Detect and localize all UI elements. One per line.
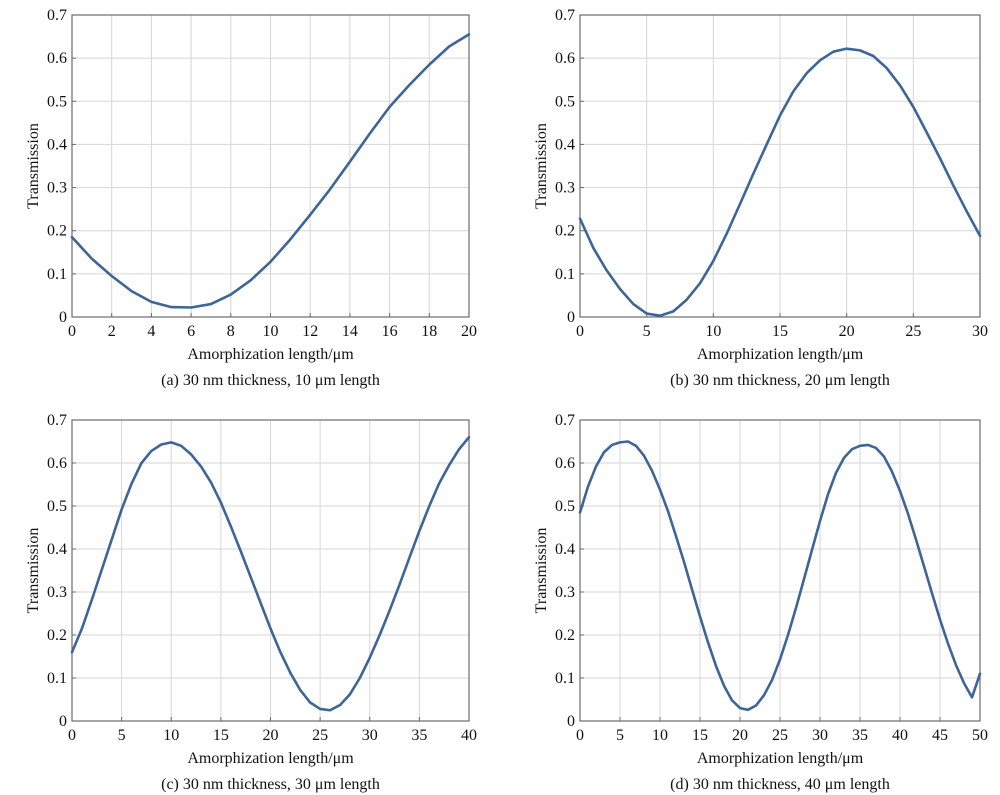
y-tick-label: 0.1 xyxy=(47,266,67,283)
x-tick-label: 16 xyxy=(382,323,398,340)
x-axis-label: Amorphization length/μm xyxy=(187,346,354,363)
y-tick-label: 0.1 xyxy=(555,266,575,283)
panel-a: 0 2 4 6 8 10 12 14 16 18 20 0 0.1 0.2 0.3 0.4 0.5 0.6 0.7 A… xyxy=(25,7,477,389)
y-tick-label: 0 xyxy=(567,309,575,326)
x-tick-label: 20 xyxy=(461,323,477,340)
y-axis-label: Transmission xyxy=(25,123,42,209)
y-tick-label: 0.6 xyxy=(47,50,67,67)
x-tick-label: 25 xyxy=(312,727,328,744)
y-tick-label: 0.6 xyxy=(47,455,67,472)
x-tick-label: 25 xyxy=(772,727,788,744)
x-tick-label: 10 xyxy=(263,323,279,340)
x-tick-label: 12 xyxy=(302,323,318,340)
panel-c: 0 5 10 15 20 25 30 35 40 0 0.1 0.2 0.3 0.4 0.5 0.6 0.7 Am… xyxy=(25,412,477,793)
y-tick-label: 0.3 xyxy=(555,180,575,197)
y-tick-label: 0.5 xyxy=(47,498,67,515)
panel-d: 0 5 10 15 20 25 30 35 40 45 50 0 0.1 0.2 0.3 0.4 0.5 0.6 0… xyxy=(533,412,988,793)
y-axis-label: Transmission xyxy=(533,528,550,614)
y-tick-label: 0 xyxy=(59,713,67,730)
y-tick-label: 0.1 xyxy=(555,670,575,687)
y-tick-label: 0.4 xyxy=(555,541,575,558)
x-tick-label: 4 xyxy=(147,323,155,340)
y-tick-label: 0.7 xyxy=(555,7,575,24)
x-tick-label: 20 xyxy=(732,727,748,744)
y-tick-label: 0.3 xyxy=(47,584,67,601)
y-tick-label: 0.7 xyxy=(47,412,67,429)
x-tick-label: 40 xyxy=(461,727,477,744)
y-tick-label: 0.7 xyxy=(555,412,575,429)
y-tick-label: 0 xyxy=(567,713,575,730)
y-tick-label: 0.3 xyxy=(555,584,575,601)
x-tick-label: 30 xyxy=(362,727,378,744)
series-line-0 xyxy=(70,33,471,309)
x-axis-label: Amorphization length/μm xyxy=(697,346,864,363)
y-tick-label: 0.2 xyxy=(47,627,67,644)
x-tick-label: 2 xyxy=(108,323,116,340)
x-tick-label: 20 xyxy=(263,727,279,744)
y-axis-label: Transmission xyxy=(533,123,550,209)
x-tick-label: 50 xyxy=(972,727,988,744)
y-tick-label: 0 xyxy=(59,309,67,326)
x-tick-label: 40 xyxy=(892,727,908,744)
x-tick-label: 15 xyxy=(692,727,708,744)
y-tick-label: 0.2 xyxy=(47,223,67,240)
x-axis-label: Amorphization length/μm xyxy=(697,750,864,767)
y-tick-label: 0.5 xyxy=(555,498,575,515)
y-tick-label: 0.2 xyxy=(555,627,575,644)
x-tick-label: 25 xyxy=(905,323,921,340)
x-tick-label: 10 xyxy=(705,323,721,340)
series-line-0 xyxy=(578,440,982,712)
panel-b: 0 5 10 15 20 25 30 0 0.1 0.2 0.3 0.4 0.5 0.6 0.7 Amorph… xyxy=(533,7,988,389)
y-tick-label: 0.5 xyxy=(47,93,67,110)
y-tick-label: 0.4 xyxy=(47,541,67,558)
y-tick-label: 0.4 xyxy=(47,136,67,153)
panel-caption: (b) 30 nm thickness, 20 μm length xyxy=(670,372,890,389)
series-line-0 xyxy=(70,435,471,712)
panel-caption: (c) 30 nm thickness, 30 μm length xyxy=(161,776,380,793)
y-tick-label: 0.6 xyxy=(555,455,575,472)
x-tick-label: 35 xyxy=(411,727,427,744)
x-axis-label: Amorphization length/μm xyxy=(187,750,354,767)
x-tick-label: 5 xyxy=(643,323,651,340)
y-tick-label: 0.3 xyxy=(47,180,67,197)
x-tick-label: 0 xyxy=(68,323,76,340)
x-tick-label: 20 xyxy=(839,323,855,340)
x-tick-label: 15 xyxy=(213,727,229,744)
x-tick-label: 8 xyxy=(227,323,235,340)
y-tick-label: 0.6 xyxy=(555,50,575,67)
y-tick-label: 0.2 xyxy=(555,223,575,240)
y-axis-label: Transmission xyxy=(25,528,42,614)
y-tick-label: 0.5 xyxy=(555,93,575,110)
x-tick-label: 35 xyxy=(852,727,868,744)
x-tick-label: 0 xyxy=(576,323,584,340)
x-tick-label: 0 xyxy=(576,727,584,744)
x-tick-label: 45 xyxy=(932,727,948,744)
x-tick-label: 30 xyxy=(812,727,828,744)
x-tick-label: 0 xyxy=(68,727,76,744)
y-tick-label: 0.1 xyxy=(47,670,67,687)
x-tick-label: 30 xyxy=(972,323,988,340)
x-tick-label: 10 xyxy=(652,727,668,744)
x-tick-label: 10 xyxy=(163,727,179,744)
panel-caption: (d) 30 nm thickness, 40 μm length xyxy=(670,776,890,793)
y-tick-label: 0.7 xyxy=(47,7,67,24)
panel-caption: (a) 30 nm thickness, 10 μm length xyxy=(161,372,380,389)
x-tick-label: 5 xyxy=(118,727,126,744)
series-line-0 xyxy=(578,47,982,318)
x-tick-label: 18 xyxy=(421,323,437,340)
x-tick-label: 5 xyxy=(616,727,624,744)
x-tick-label: 15 xyxy=(772,323,788,340)
y-tick-label: 0.4 xyxy=(555,136,575,153)
x-tick-label: 6 xyxy=(187,323,195,340)
x-tick-label: 14 xyxy=(342,323,358,340)
